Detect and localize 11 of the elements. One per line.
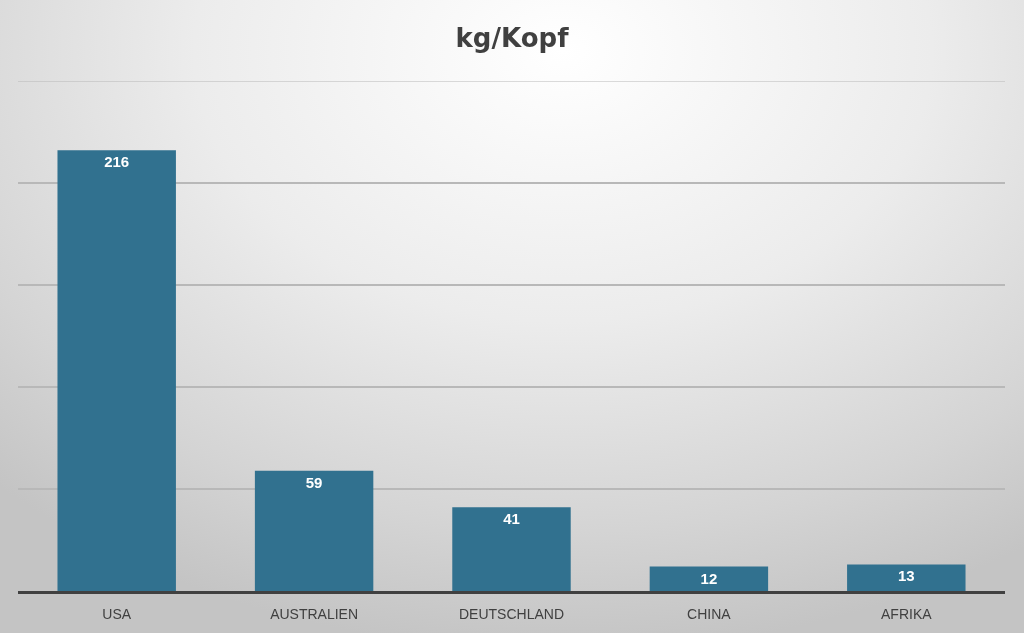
- x-tick-label: AFRIKA: [881, 605, 933, 622]
- x-tick-label: CHINA: [687, 605, 732, 622]
- chart-title: kg/Kopf: [455, 23, 570, 54]
- data-label: 13: [897, 567, 915, 585]
- x-tick-label: DEUTSCHLAND: [458, 605, 565, 622]
- x-tick-label: AUSTRALIEN: [270, 605, 359, 622]
- data-label: 59: [305, 473, 323, 491]
- data-label: 41: [503, 510, 520, 528]
- data-label: 216: [104, 153, 130, 171]
- x-tick-label: USA: [102, 605, 132, 622]
- data-label: 12: [700, 569, 718, 587]
